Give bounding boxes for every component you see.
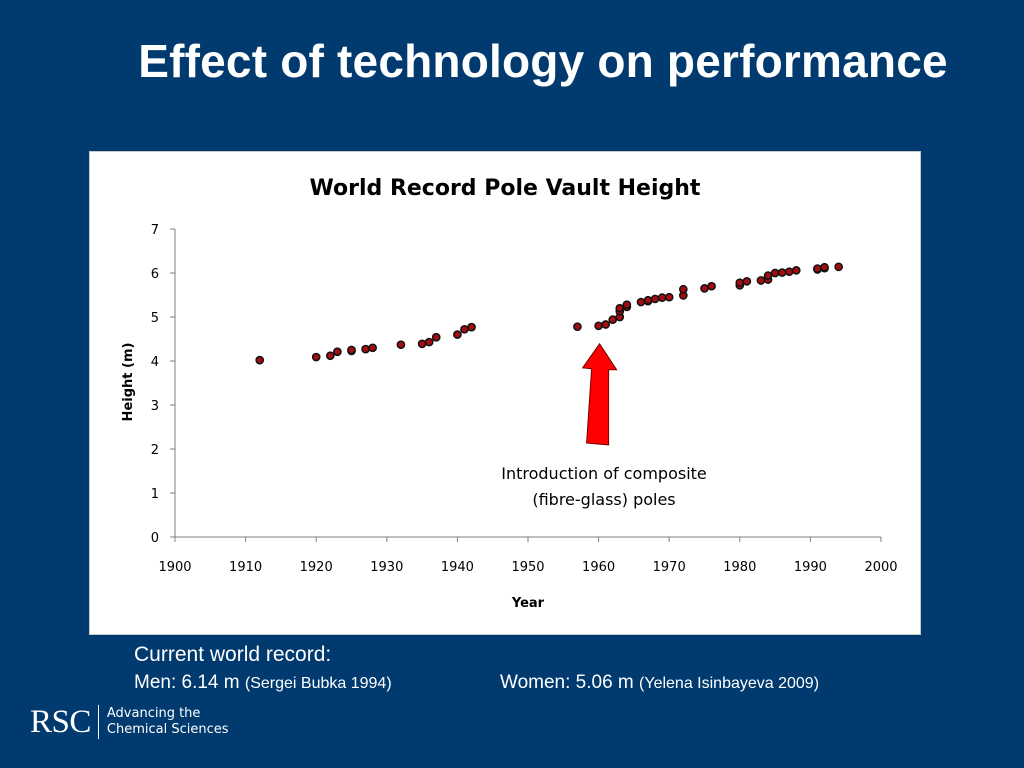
x-tick-label: 1930 [370, 560, 403, 575]
men-record-holder: (Sergei Bubka 1994) [244, 675, 392, 692]
data-point [453, 330, 462, 339]
data-point [678, 284, 688, 294]
x-tick-label: 1970 [653, 560, 686, 575]
annotation-line-2: (fibre-glass) poles [532, 490, 675, 509]
x-tick-label: 1920 [300, 560, 333, 575]
data-point [396, 340, 406, 350]
y-axis-title: Height (m) [121, 343, 136, 422]
y-tick-label: 6 [151, 267, 159, 282]
data-point [608, 315, 618, 324]
x-axis-title: Year [511, 596, 545, 611]
data-point [777, 268, 787, 277]
data-point [756, 276, 766, 285]
women-record-holder: (Yelena Isinbayeva 2009) [639, 675, 820, 692]
data-point [636, 297, 646, 307]
data-point [820, 262, 829, 272]
record-heading: Current world record: [134, 643, 332, 666]
data-point [467, 322, 476, 332]
data-point [700, 284, 709, 293]
annotation-arrow [581, 342, 618, 446]
data-point [615, 303, 625, 313]
data-point [784, 267, 794, 277]
data-point [650, 294, 660, 304]
x-tick-label: 1900 [158, 560, 191, 575]
women-record-value: Women: 5.06 m [500, 672, 634, 693]
data-point [594, 321, 603, 331]
data-point [622, 300, 632, 310]
data-point [573, 322, 582, 332]
data-point [255, 355, 265, 365]
chart-points [255, 262, 843, 365]
men-record-value: Men: 6.14 m [134, 672, 240, 693]
chart-ticks: 0 1 2 3 4 5 6 7 1900 1910 1920 1930 1940 1950 1960 1970… [151, 223, 898, 575]
data-point [707, 281, 716, 291]
logo-tagline: Advancing the Chemical Sciences [107, 706, 229, 738]
data-point [424, 337, 434, 347]
y-tick-label: 0 [151, 531, 159, 546]
data-point [361, 344, 370, 354]
data-point [460, 324, 469, 334]
annotation-line-1: Introduction of composite [501, 464, 707, 483]
y-tick-label: 4 [151, 355, 159, 370]
data-point [770, 268, 780, 278]
x-tick-label: 2000 [864, 560, 897, 575]
data-point [664, 292, 674, 302]
women-record: Women: 5.06 m (Yelena Isinbayeva 2009) [500, 672, 819, 694]
data-point [325, 351, 335, 361]
data-point [417, 339, 427, 349]
data-point [643, 295, 653, 305]
data-point [347, 345, 356, 355]
logo-tagline-line-2: Chemical Sciences [106, 722, 229, 737]
data-point [657, 293, 667, 302]
data-point [311, 352, 321, 362]
logo-divider [97, 705, 99, 739]
pole-vault-chart: World Record Pole Vault Height 0 1 2 3 4 5 6 7 1… [121, 176, 898, 611]
y-tick-label: 7 [151, 223, 159, 238]
x-tick-label: 1950 [511, 560, 544, 575]
data-point [735, 278, 745, 288]
x-tick-label: 1960 [582, 560, 615, 575]
chart-panel: World Record Pole Vault Height 0 1 2 3 4 5 6 7 1… [90, 152, 920, 634]
chart-title: World Record Pole Vault Height [310, 176, 701, 201]
men-record: Men: 6.14 m (Sergei Bubka 1994) [134, 672, 392, 694]
rsc-logo: RSC Advancing the Chemical Sciences [30, 702, 229, 742]
y-tick-label: 3 [151, 399, 159, 414]
slide-title: Effect of technology on performance [138, 35, 948, 87]
y-tick-label: 1 [151, 487, 159, 502]
data-point [601, 320, 611, 329]
y-tick-label: 5 [151, 311, 159, 326]
data-point [813, 264, 822, 273]
x-tick-label: 1910 [229, 560, 262, 575]
data-point [742, 277, 752, 286]
y-tick-label: 2 [151, 443, 159, 458]
x-tick-label: 1980 [723, 560, 756, 575]
data-point [791, 266, 801, 275]
logo-mark: RSC [30, 703, 91, 740]
data-point [834, 262, 843, 272]
x-tick-label: 1990 [794, 560, 827, 575]
logo-tagline-line-1: Advancing the [106, 706, 201, 721]
data-point [431, 332, 441, 342]
data-point [368, 343, 378, 353]
data-point [763, 271, 773, 280]
x-tick-label: 1940 [441, 560, 474, 575]
data-point [333, 347, 342, 357]
